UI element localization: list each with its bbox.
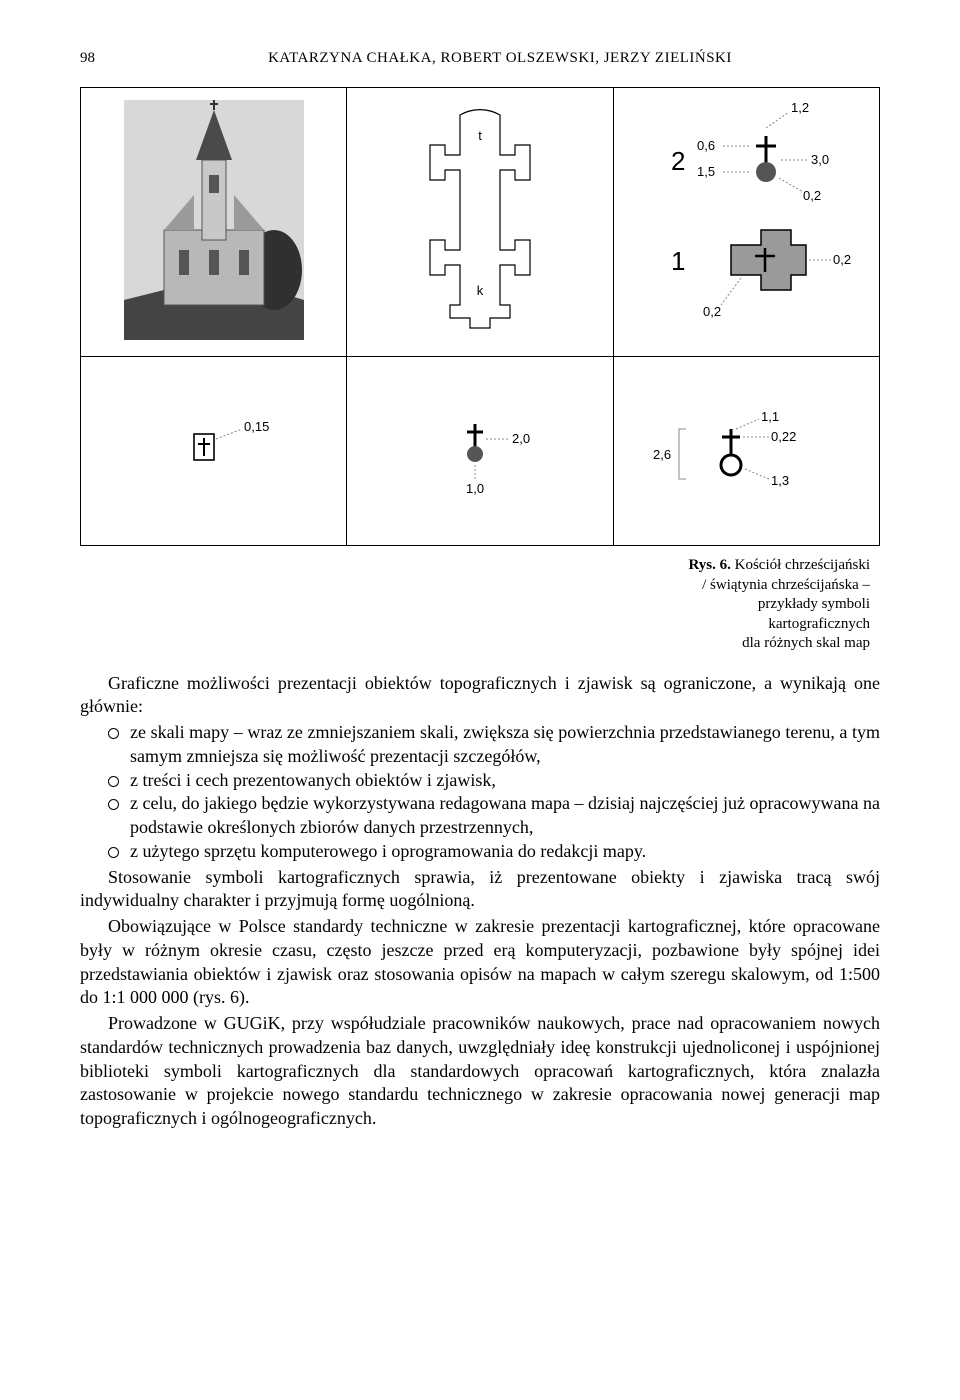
svg-text:k: k [477,283,484,298]
page-header: 98 KATARZYNA CHAŁKA, ROBERT OLSZEWSKI, J… [80,50,880,67]
svg-text:1,0: 1,0 [466,481,484,496]
figure-cell-opencircle: 2,6 1,1 0,22 1,3 [613,357,879,546]
svg-text:t: t [478,128,482,143]
figure-cell-dotcross: 2,0 1,0 [347,357,613,546]
svg-text:0,15: 0,15 [244,419,269,434]
svg-text:2,0: 2,0 [512,431,530,446]
figure-caption: Rys. 6. Kościół chrześcijański / świątyn… [80,556,870,654]
church-photo [124,100,304,340]
bullet-list: ze skali mapy – wraz ze zmniejszaniem sk… [80,721,880,864]
svg-text:2: 2 [671,146,685,176]
page-number: 98 [80,50,120,67]
bullet-1: ze skali mapy – wraz ze zmniejszaniem sk… [108,721,880,769]
svg-text:0,2: 0,2 [703,304,721,319]
caption-line2: / świątynia chrześcijańska – [702,577,870,593]
church-plan: t k [380,100,580,340]
figure-cell-plan: t k [347,88,613,357]
svg-text:1,2: 1,2 [791,100,809,115]
caption-line1: Kościół chrześcijański [731,557,870,573]
figure-cell-smallcross: 0,15 [81,357,347,546]
svg-text:1,1: 1,1 [761,409,779,424]
svg-text:0,6: 0,6 [697,138,715,153]
intro-paragraph: Graficzne możliwości prezentacji obiektó… [80,672,880,720]
paragraph-3: Obowiązujące w Polsce standardy technicz… [80,915,880,1010]
paragraph-4: Prowadzone w GUGiK, przy współudziale pr… [80,1012,880,1131]
svg-text:0,22: 0,22 [771,429,796,444]
svg-text:0,2: 0,2 [833,252,851,267]
svg-text:1,3: 1,3 [771,473,789,488]
boxed-cross-symbol: 0,15 [114,389,314,509]
svg-text:1: 1 [671,246,685,276]
svg-text:2,6: 2,6 [653,447,671,462]
dotcross-symbol: 2,0 1,0 [380,389,580,509]
paragraph-2: Stosowanie symboli kartograficznych spra… [80,866,880,914]
caption-line3: przykłady symboli [758,596,870,612]
svg-text:1,5: 1,5 [697,164,715,179]
header-authors: KATARZYNA CHAŁKA, ROBERT OLSZEWSKI, JERZ… [120,50,880,67]
bullet-4: z użytego sprzętu komputerowego i oprogr… [108,840,880,864]
bullet-3: z celu, do jakiego będzie wykorzystywana… [108,792,880,840]
bullet-2: z treści i cech prezentowanych obiektów … [108,769,880,793]
caption-line4: kartograficznych [768,616,870,632]
svg-text:0,2: 0,2 [803,188,821,203]
caption-line5: dla różnych skal map [742,635,870,651]
opencircle-symbol: 2,6 1,1 0,22 1,3 [631,389,861,509]
figure-grid: t k 2 1,2 0,6 1,5 [80,87,880,546]
map-symbols: 2 1,2 0,6 1,5 3,0 0,2 1 [631,100,861,340]
figure-cell-photo [81,88,347,357]
body-text: Graficzne możliwości prezentacji obiektó… [80,672,880,1131]
svg-text:3,0: 3,0 [811,152,829,167]
figure-cell-symbols: 2 1,2 0,6 1,5 3,0 0,2 1 [613,88,879,357]
caption-title: Rys. 6. [688,557,730,573]
